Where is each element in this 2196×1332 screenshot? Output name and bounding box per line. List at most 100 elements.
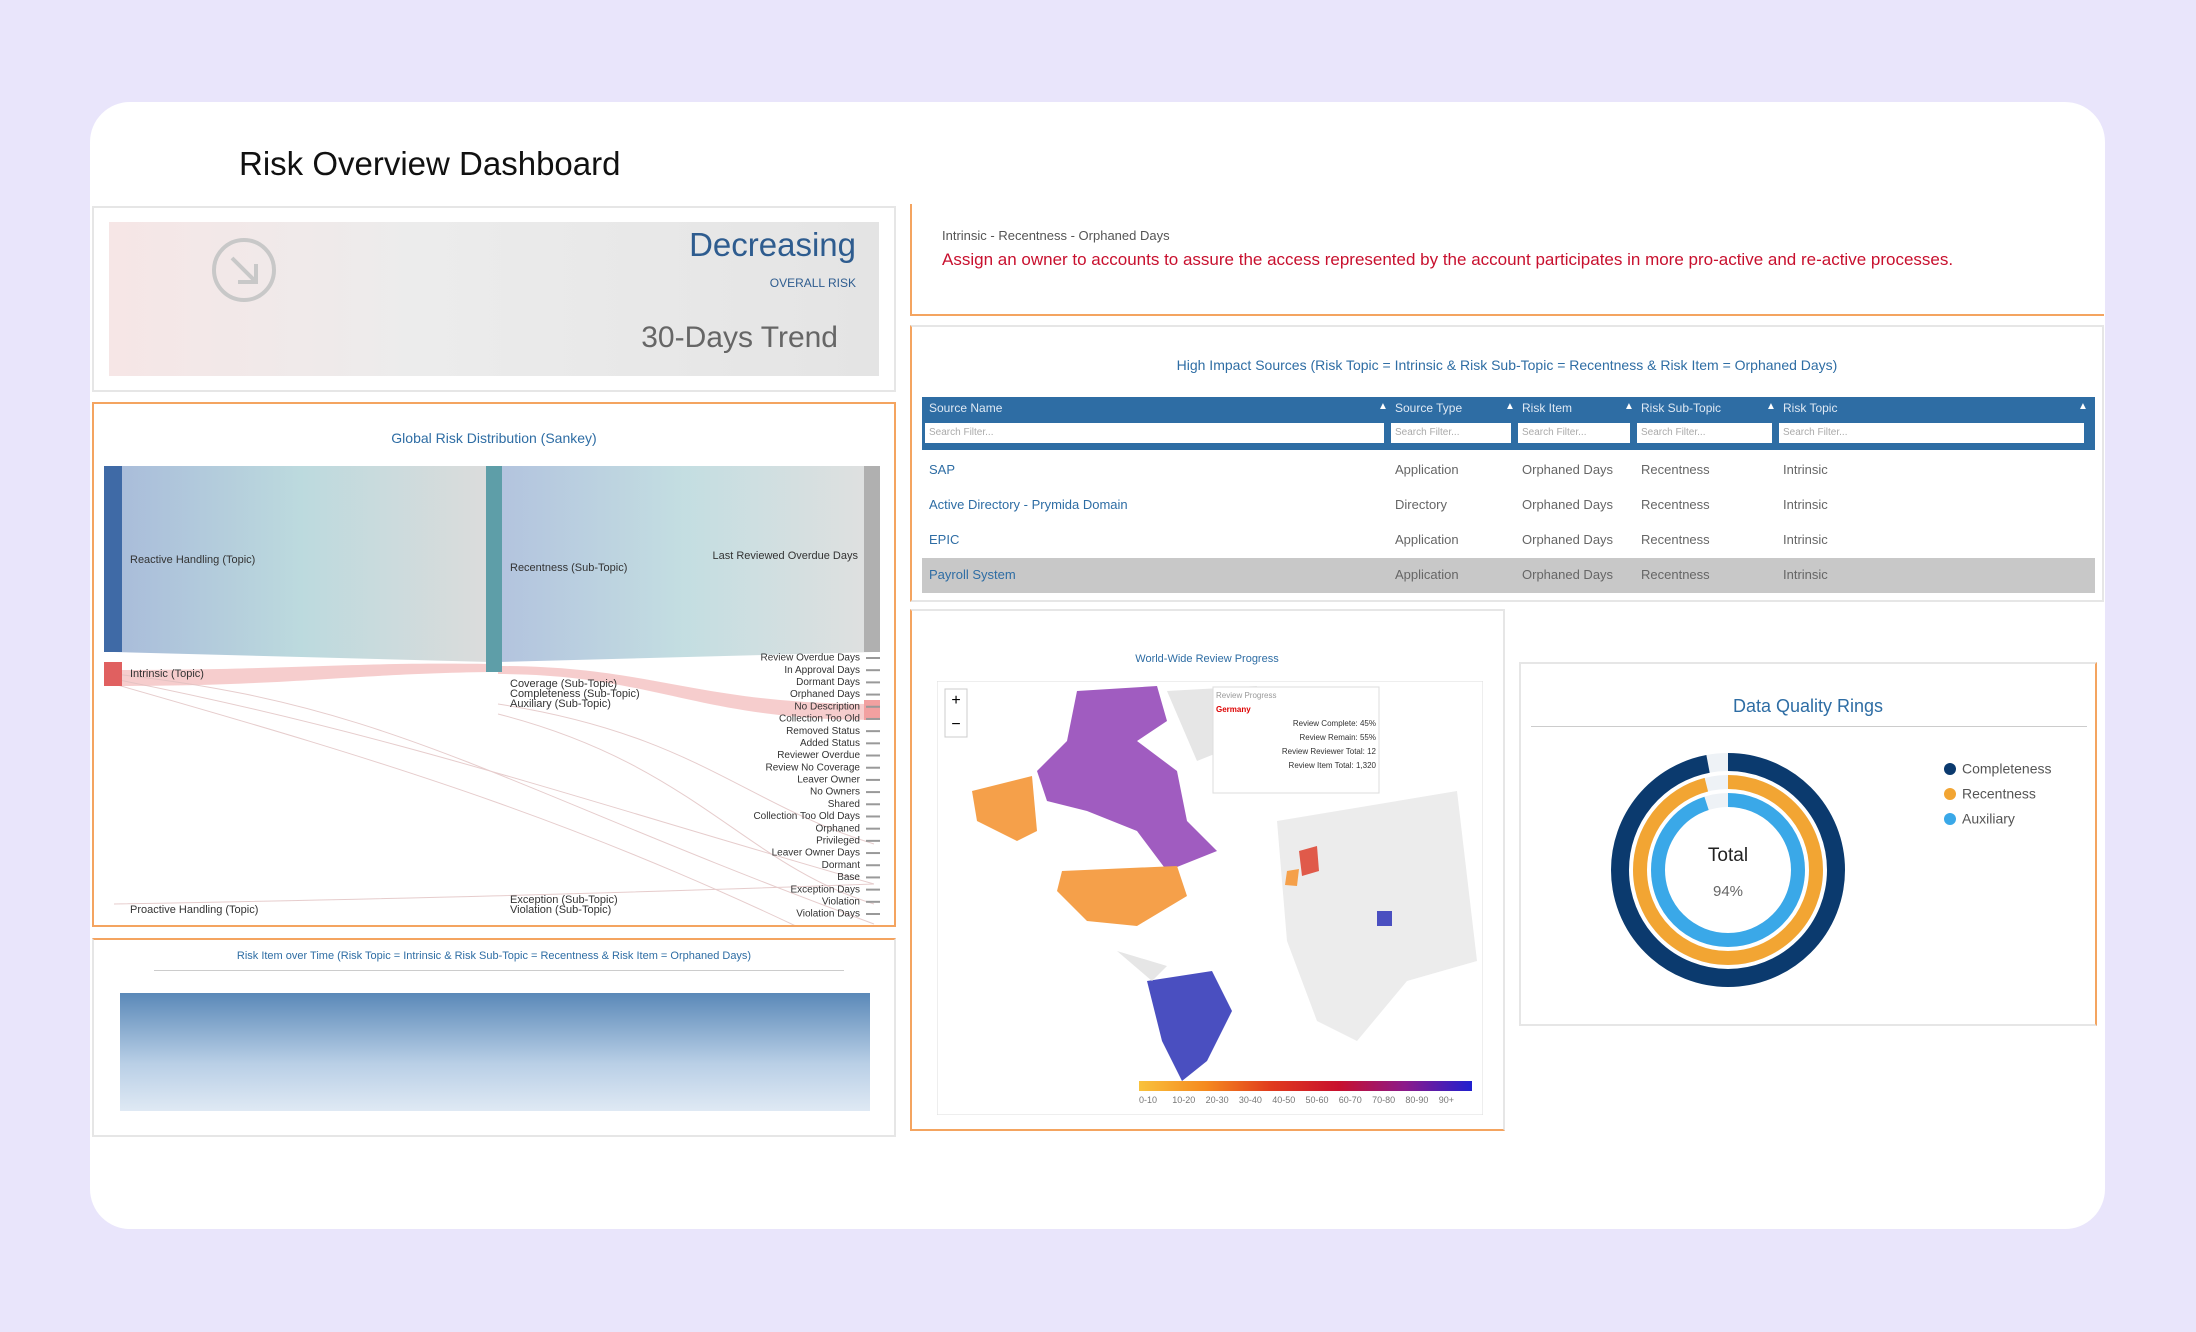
table-cell: Recentness [1641,462,1710,477]
dashboard-title: Risk Overview Dashboard [239,145,621,182]
svg-text:+: + [951,692,960,709]
tooltip-title: Review Progress [1216,691,1277,700]
sankey-diagram: Reactive Handling (Topic) Intrinsic (Topi… [104,466,880,925]
source-link[interactable]: Payroll System [929,567,1016,582]
item-label: Violation Days [796,909,860,920]
tooltip-line: Review Reviewer Total: 12 [1281,747,1376,756]
legend-label: Auxiliary [1962,811,2015,827]
timeline-area [120,993,870,1111]
table-cell: Intrinsic [1783,567,1828,582]
svg-text:−: − [951,716,960,733]
timeline-title: Risk Item over Time (Risk Topic = Intrin… [236,950,752,962]
trend-period: 30-Days Trend [641,321,838,354]
source-link[interactable]: EPIC [929,532,960,547]
legend-label: 60-70 [1338,1095,1362,1105]
table-cell: Application [1395,532,1459,547]
sort-icon: ▲ [2078,401,2088,412]
table-cell: Orphaned Days [1522,567,1614,582]
item-label: Leaver Owner Days [772,848,860,859]
item-label: Review Overdue Days [761,653,860,664]
rings-panel: Data Quality Rings Completeness Recentnes… [1519,662,2097,1026]
sankey-title: Global Risk Distribution (Sankey) [391,430,597,446]
topic-label: Proactive Handling (Topic) [130,904,258,916]
recommendation-panel: Intrinsic - Recentness - Orphaned Days A… [910,204,2104,316]
column-header[interactable]: Source Type [1395,401,1463,415]
source-link[interactable]: Active Directory - Prymida Domain [929,497,1128,512]
timeline-rule [154,970,844,971]
legend-swatch [1944,763,1956,775]
table-cell: Application [1395,462,1459,477]
item-label: Removed Status [786,726,860,737]
item-label: Orphaned [816,823,860,834]
legend-swatch [1944,813,1956,825]
legend-label: 0-10 [1139,1095,1158,1105]
search-filter[interactable]: Search Filter... [1391,423,1511,443]
table-cell: Application [1395,567,1459,582]
item-label: No Description [794,701,860,712]
sort-icon: ▲ [1624,401,1634,412]
recommendation-path: Intrinsic - Recentness - Orphaned Days [942,228,1170,243]
ring-arc [1611,753,1845,987]
column-header[interactable]: Risk Item [1522,401,1573,415]
table-cell: Orphaned Days [1522,497,1614,512]
table-title: High Impact Sources (Risk Topic = Intrin… [1176,357,1838,373]
search-filter[interactable]: Search Filter... [1518,423,1630,443]
item-label: Collection Too Old Days [753,811,860,822]
subtopic-label: Recentness (Sub-Topic) [510,562,627,574]
map-title: World-Wide Review Progress [1135,653,1279,665]
item-label: Collection Too Old [779,714,860,725]
table-cell: Intrinsic [1783,497,1828,512]
column-header[interactable]: Risk Sub-Topic [1641,401,1722,415]
rings-title: Data Quality Rings [1732,696,1884,716]
item-label: Orphaned Days [790,689,860,700]
table-cell: Recentness [1641,497,1710,512]
subtopic-label: Coverage (Sub-Topic) [510,678,617,690]
legend-gradient [1139,1081,1472,1091]
search-filter[interactable]: Search Filter... [1637,423,1772,443]
column-header[interactable]: Risk Topic [1783,401,1838,415]
sort-icon: ▲ [1766,401,1776,412]
item-label: Privileged [816,835,860,846]
table-cell: Orphaned Days [1522,532,1614,547]
source-link[interactable]: SAP [929,462,956,477]
legend-label: 80-90 [1405,1095,1429,1105]
legend-label: 20-30 [1205,1095,1229,1105]
item-label: Added Status [800,738,860,749]
center-value: 94% [1713,883,1743,900]
legend-label: Completeness [1962,761,2052,777]
item-label: In Approval Days [784,665,860,676]
item-label: No Owners [810,787,860,798]
topic-label: Reactive Handling (Topic) [130,554,255,566]
table-cell: Directory [1395,497,1448,512]
column-header[interactable]: Source Name [929,401,1003,415]
legend-label: 10-20 [1172,1095,1196,1105]
item-label: Last Reviewed Overdue Days [712,550,858,562]
tooltip-country: Germany [1216,705,1251,714]
table-cell: Recentness [1641,567,1710,582]
tooltip-line: Review Item Total: 1,320 [1288,761,1376,770]
legend-label: 90+ [1438,1095,1454,1105]
recommendation-text: Assign an owner to accounts to assure th… [942,250,1954,269]
table-cell: Intrinsic [1783,532,1828,547]
item-label: Exception Days [791,884,860,895]
timeline-panel: Risk Item over Time (Risk Topic = Intrin… [92,938,896,1137]
item-label: Leaver Owner [797,775,860,786]
subtopic-label: Completeness (Sub-Topic) [510,688,640,700]
legend-label: Recentness [1962,786,2036,802]
search-filter[interactable]: Search Filter... [1779,423,2084,443]
world-map: + − [937,681,1483,1115]
selected-row[interactable] [922,558,2095,593]
search-filter[interactable]: Search Filter... [925,423,1384,443]
item-label: Review No Coverage [766,762,861,773]
table-cell: Recentness [1641,532,1710,547]
topic-label: Intrinsic (Topic) [130,668,204,680]
table-panel: High Impact Sources (Risk Topic = Intrin… [910,325,2104,602]
legend-label: 70-80 [1372,1095,1396,1105]
item-label: Dormant [822,860,861,871]
sort-icon: ▲ [1505,401,1515,412]
trend-status: Decreasing [689,226,856,263]
item-label: Violation [822,896,860,907]
legend-label: 30-40 [1238,1095,1262,1105]
sort-icon: ▲ [1378,401,1388,412]
